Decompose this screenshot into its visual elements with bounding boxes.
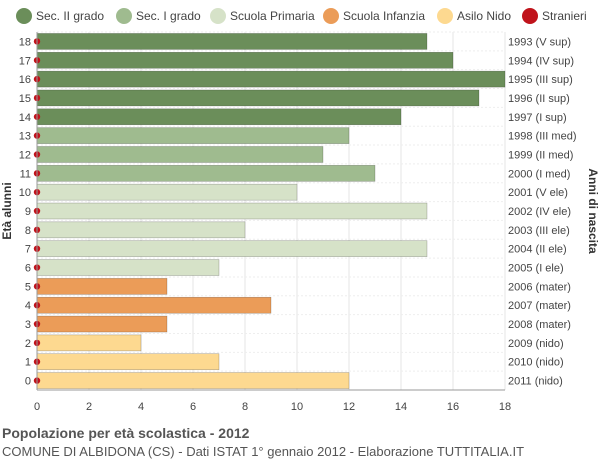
bar (36, 108, 402, 126)
legend: Sec. II grado Sec. I grado Scuola Primaria… (16, 8, 587, 24)
bar (36, 183, 298, 201)
age-tick-label: 18 (19, 36, 31, 48)
birth-year-tick-label: 2004 (II ele) (508, 244, 567, 256)
legend-swatch (437, 8, 453, 24)
legend-swatch (210, 8, 226, 24)
age-tick-label: 9 (25, 206, 31, 218)
bar (36, 278, 168, 295)
age-tick-label: 2 (25, 338, 31, 350)
birth-year-tick-label: 1994 (IV sup) (508, 55, 574, 67)
x-tick-label: 16 (447, 401, 459, 413)
age-tick-label: 0 (25, 376, 31, 388)
x-tick-label: 0 (34, 401, 40, 413)
x-tick-label: 12 (343, 401, 355, 413)
legend-label: Sec. I grado (136, 9, 201, 23)
legend-label: Sec. II grado (36, 9, 104, 23)
birth-year-tick-label: 2005 (I ele) (508, 263, 564, 275)
legend-swatch (323, 8, 339, 24)
y-axis-title-left: Età alunni (0, 182, 14, 239)
bar (36, 334, 142, 352)
chart: Sec. II grado Sec. I grado Scuola Primaria… (0, 8, 600, 413)
x-tick-label: 10 (291, 401, 303, 413)
birth-year-tick-label: 2008 (mater) (508, 319, 571, 331)
legend-swatch (522, 8, 538, 24)
bar (36, 240, 428, 257)
bar (36, 296, 272, 314)
legend-label: Asilo Nido (457, 9, 511, 23)
bar (36, 315, 168, 333)
bar (36, 70, 506, 88)
bar (36, 353, 220, 370)
footer-subtitle: COMUNE DI ALBIDONA (CS) - Dati ISTAT 1° … (2, 444, 525, 459)
bar (36, 165, 376, 182)
bar (36, 33, 428, 50)
x-tick-label: 14 (395, 401, 407, 413)
birth-year-tick-label: 2006 (mater) (508, 281, 571, 293)
x-tick-label: 4 (138, 401, 144, 413)
x-tick-label: 8 (242, 401, 248, 413)
age-tick-label: 8 (25, 225, 31, 237)
footer-title: Popolazione per età scolastica - 2012 (2, 425, 250, 441)
birth-year-tick-label: 1995 (III sup) (508, 74, 573, 86)
legend-label: Scuola Infanzia (343, 9, 425, 23)
birth-year-tick-label: 2003 (III ele) (508, 225, 570, 237)
birth-year-tick-label: 2000 (I med) (508, 168, 570, 180)
age-tick-label: 15 (19, 93, 31, 105)
birth-year-tick-label: 1999 (II med) (508, 149, 573, 161)
age-tick-label: 7 (25, 244, 31, 256)
birth-year-tick-label: 2009 (nido) (508, 338, 564, 350)
age-tick-label: 11 (20, 168, 31, 180)
bar (36, 127, 350, 144)
age-tick-label: 14 (19, 112, 31, 124)
age-tick-label: 3 (25, 319, 31, 331)
age-tick-label: 5 (25, 281, 31, 293)
birth-year-tick-label: 2001 (V ele) (508, 187, 568, 199)
age-tick-label: 4 (25, 300, 31, 312)
bar (36, 89, 480, 107)
age-tick-label: 16 (19, 74, 31, 86)
age-tick-label: 12 (19, 149, 31, 161)
age-tick-label: 13 (19, 131, 31, 143)
bars (33, 33, 506, 389)
age-tick-label: 1 (25, 357, 31, 369)
bar (36, 146, 324, 163)
birth-year-tick-label: 1998 (III med) (508, 131, 576, 143)
x-tick-label: 6 (190, 401, 196, 413)
legend-swatch (16, 8, 32, 24)
age-tick-label: 6 (25, 263, 31, 275)
birth-year-tick-label: 1993 (V sup) (508, 36, 571, 48)
birth-year-tick-label: 2011 (nido) (508, 376, 563, 388)
bar (36, 259, 220, 276)
birth-year-tick-label: 1996 (II sup) (508, 93, 570, 105)
birth-year-tick-label: 2010 (nido) (508, 357, 564, 369)
bar (36, 202, 428, 220)
legend-swatch (116, 8, 132, 24)
birth-year-tick-label: 2002 (IV ele) (508, 206, 571, 218)
legend-label: Stranieri (542, 9, 587, 23)
bar (36, 52, 454, 69)
x-tick-label: 2 (86, 401, 92, 413)
x-tick-label: 18 (499, 401, 511, 413)
age-tick-label: 10 (19, 187, 31, 199)
bar (36, 221, 246, 239)
bar (36, 372, 350, 389)
axes: 18 1993 (V sup)17 1994 (IV sup)16 1995 (III… (19, 32, 576, 413)
y-axis-title-right: Anni di nascita (586, 168, 600, 254)
age-tick-label: 17 (19, 55, 31, 67)
birth-year-tick-label: 2007 (mater) (508, 300, 571, 312)
legend-label: Scuola Primaria (230, 9, 315, 23)
birth-year-tick-label: 1997 (I sup) (508, 112, 567, 124)
